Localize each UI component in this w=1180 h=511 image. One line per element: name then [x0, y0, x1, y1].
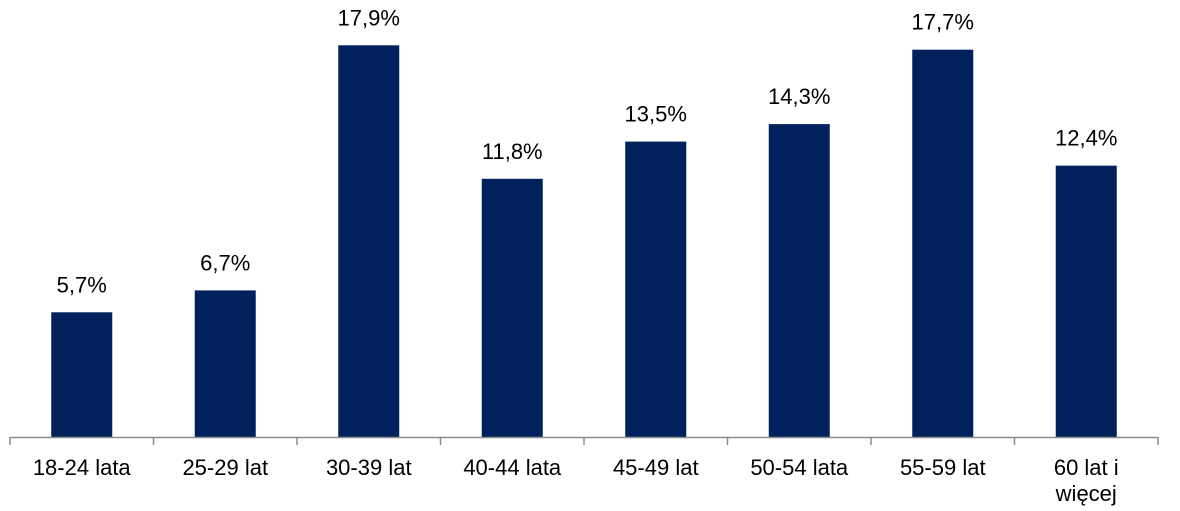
data-label: 13,5% — [625, 102, 687, 127]
bars-group — [51, 45, 1117, 438]
x-tick-label: 30-39 lat — [326, 455, 412, 480]
bar — [1055, 165, 1117, 437]
data-label: 5,7% — [57, 272, 107, 297]
x-tick-label: 18-24 lata — [33, 455, 132, 480]
x-axis — [9, 436, 1159, 445]
bar — [194, 290, 256, 437]
x-tick-label: 50-54 lata — [750, 455, 849, 480]
bar — [768, 124, 830, 437]
x-tick-label: 55-59 lat — [900, 455, 986, 480]
bar — [912, 49, 974, 438]
bar — [338, 45, 400, 438]
data-label: 17,7% — [912, 10, 974, 35]
data-label: 11,8% — [482, 139, 543, 164]
bar — [481, 178, 543, 437]
data-label: 17,9% — [338, 5, 400, 30]
x-tick-label: 25-29 lat — [182, 455, 268, 480]
x-tick-labels-group: 18-24 lata 25-29 lat 30-39 lat 40-44 lata 45… — [33, 455, 1119, 506]
x-tick-label: 40-44 lata — [463, 455, 562, 480]
x-tick-label: więcej — [1055, 481, 1117, 506]
data-labels-group: 5,7% 6,7% 17,9% 11,8% 13,5% 14,3% 17,7% 12,4% — [57, 5, 1118, 297]
x-tick-label: 45-49 lat — [613, 455, 699, 480]
data-label: 14,3% — [768, 84, 830, 109]
bar — [51, 312, 113, 437]
data-label: 12,4% — [1055, 126, 1117, 151]
bar — [625, 141, 687, 437]
x-tick-label: 60 lat i — [1054, 455, 1119, 480]
data-label: 6,7% — [200, 250, 250, 275]
